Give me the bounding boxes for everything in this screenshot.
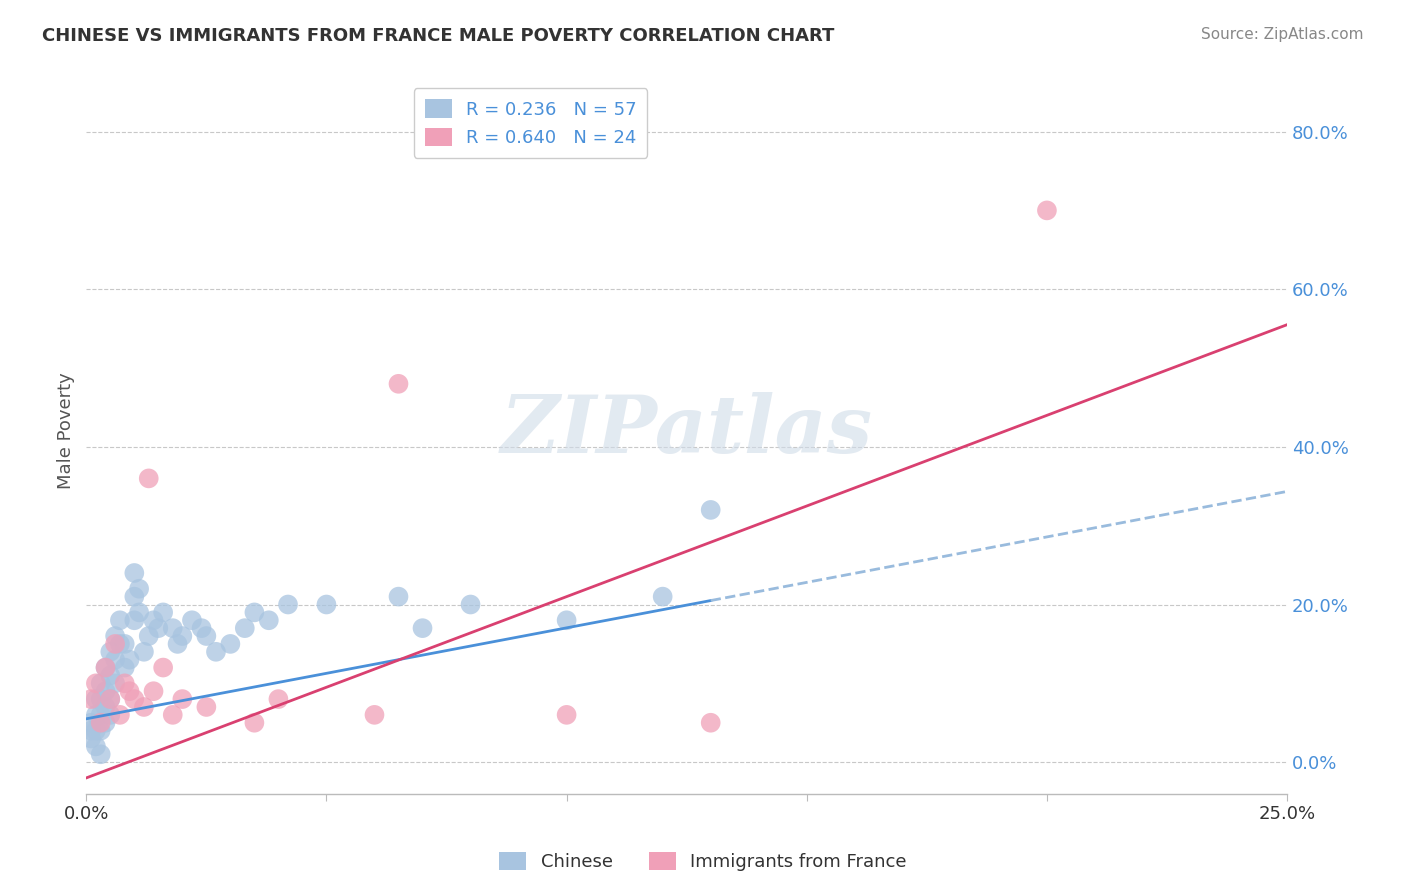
Point bbox=[142, 613, 165, 627]
Point bbox=[195, 629, 218, 643]
Text: CHINESE VS IMMIGRANTS FROM FRANCE MALE POVERTY CORRELATION CHART: CHINESE VS IMMIGRANTS FROM FRANCE MALE P… bbox=[42, 27, 835, 45]
Point bbox=[84, 707, 107, 722]
Point bbox=[80, 715, 103, 730]
Legend: Chinese, Immigrants from France: Chinese, Immigrants from France bbox=[492, 845, 914, 879]
Point bbox=[172, 692, 194, 706]
Point bbox=[90, 715, 112, 730]
Point bbox=[152, 606, 174, 620]
Point bbox=[181, 613, 204, 627]
Point bbox=[387, 376, 409, 391]
Point bbox=[387, 590, 409, 604]
Point bbox=[363, 707, 385, 722]
Point bbox=[162, 621, 184, 635]
Point bbox=[138, 629, 160, 643]
Point bbox=[124, 613, 146, 627]
Text: Source: ZipAtlas.com: Source: ZipAtlas.com bbox=[1201, 27, 1364, 42]
Point bbox=[90, 692, 112, 706]
Point bbox=[233, 621, 256, 635]
Point bbox=[80, 731, 103, 746]
Point bbox=[104, 653, 127, 667]
Point bbox=[219, 637, 242, 651]
Point bbox=[98, 707, 121, 722]
Point bbox=[80, 692, 103, 706]
Point bbox=[90, 676, 112, 690]
Point bbox=[90, 723, 112, 738]
Point bbox=[162, 707, 184, 722]
Y-axis label: Male Poverty: Male Poverty bbox=[58, 373, 75, 490]
Point bbox=[277, 598, 299, 612]
Point bbox=[142, 684, 165, 698]
Point bbox=[114, 637, 136, 651]
Point bbox=[205, 645, 228, 659]
Point bbox=[243, 715, 266, 730]
Point bbox=[118, 653, 141, 667]
Point bbox=[124, 590, 146, 604]
Point bbox=[104, 676, 127, 690]
Point bbox=[138, 471, 160, 485]
Point bbox=[108, 637, 131, 651]
Point bbox=[412, 621, 434, 635]
Point bbox=[1036, 203, 1059, 218]
Point bbox=[108, 707, 131, 722]
Point bbox=[555, 707, 578, 722]
Point bbox=[132, 645, 155, 659]
Point bbox=[114, 676, 136, 690]
Point bbox=[108, 613, 131, 627]
Point bbox=[98, 645, 121, 659]
Point bbox=[94, 715, 117, 730]
Point bbox=[128, 606, 150, 620]
Point bbox=[94, 700, 117, 714]
Point bbox=[166, 637, 188, 651]
Point bbox=[94, 684, 117, 698]
Point bbox=[128, 582, 150, 596]
Point bbox=[80, 723, 103, 738]
Point bbox=[124, 566, 146, 580]
Point bbox=[172, 629, 194, 643]
Point bbox=[104, 637, 127, 651]
Point bbox=[699, 715, 721, 730]
Point bbox=[114, 660, 136, 674]
Legend: R = 0.236   N = 57, R = 0.640   N = 24: R = 0.236 N = 57, R = 0.640 N = 24 bbox=[413, 88, 648, 158]
Point bbox=[152, 660, 174, 674]
Point bbox=[315, 598, 337, 612]
Point bbox=[84, 692, 107, 706]
Point bbox=[84, 676, 107, 690]
Point bbox=[124, 692, 146, 706]
Point bbox=[118, 684, 141, 698]
Point bbox=[98, 692, 121, 706]
Point bbox=[98, 692, 121, 706]
Point bbox=[84, 723, 107, 738]
Point bbox=[148, 621, 170, 635]
Point bbox=[651, 590, 673, 604]
Point bbox=[699, 503, 721, 517]
Point bbox=[555, 613, 578, 627]
Point bbox=[460, 598, 482, 612]
Point bbox=[84, 739, 107, 754]
Point bbox=[195, 700, 218, 714]
Point bbox=[94, 660, 117, 674]
Point bbox=[190, 621, 212, 635]
Point bbox=[132, 700, 155, 714]
Point bbox=[257, 613, 280, 627]
Point bbox=[98, 668, 121, 682]
Text: ZIPatlas: ZIPatlas bbox=[501, 392, 873, 470]
Point bbox=[267, 692, 290, 706]
Point bbox=[243, 606, 266, 620]
Point bbox=[90, 707, 112, 722]
Point bbox=[94, 660, 117, 674]
Point bbox=[90, 747, 112, 762]
Point bbox=[104, 629, 127, 643]
